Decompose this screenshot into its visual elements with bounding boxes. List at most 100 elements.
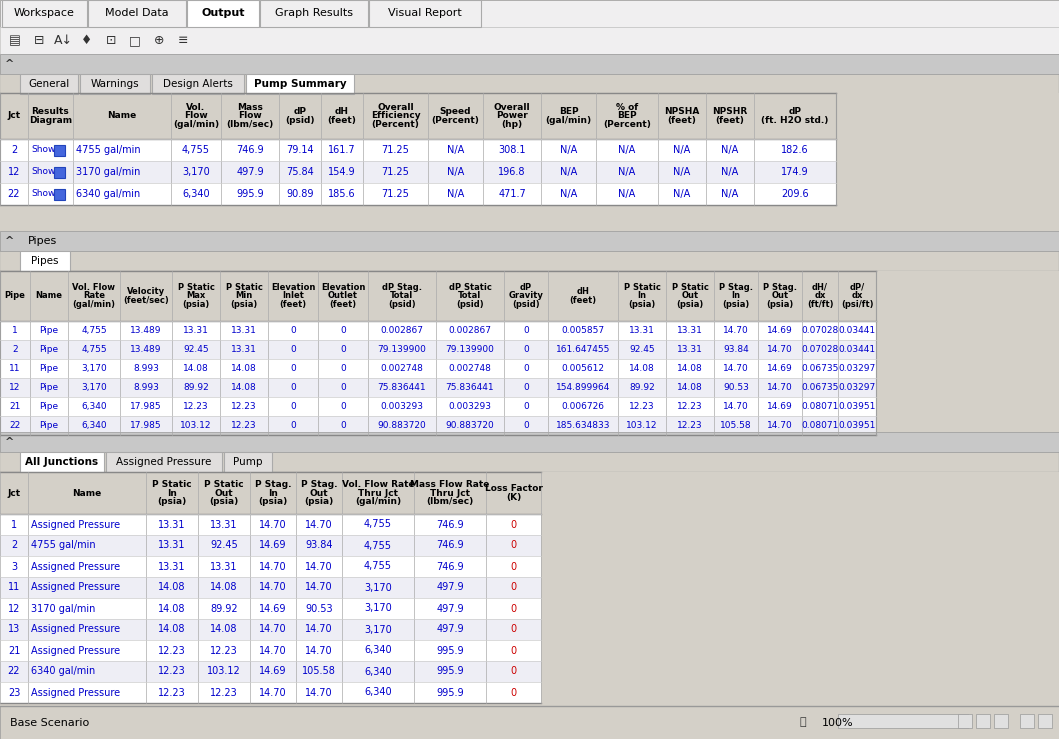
Text: Show: Show — [31, 146, 55, 154]
Bar — [876, 271, 1059, 435]
Text: 3170 gal/min: 3170 gal/min — [31, 604, 95, 613]
Text: 14.70: 14.70 — [767, 421, 793, 430]
Text: 13.31: 13.31 — [677, 326, 703, 335]
Text: Speed: Speed — [439, 107, 471, 116]
Text: Name: Name — [72, 488, 102, 497]
Text: N/A: N/A — [560, 189, 577, 199]
Text: Graph Results: Graph Results — [275, 9, 353, 18]
Text: 0: 0 — [523, 402, 528, 411]
Text: (psid): (psid) — [456, 300, 484, 309]
Text: 0: 0 — [510, 645, 517, 655]
Bar — [54, 188, 65, 200]
Text: 14.08: 14.08 — [158, 582, 185, 593]
Text: 14.70: 14.70 — [259, 582, 287, 593]
Text: 2: 2 — [11, 540, 17, 551]
Text: 2: 2 — [11, 145, 17, 155]
Text: 90.89: 90.89 — [286, 189, 313, 199]
Text: 0.005857: 0.005857 — [561, 326, 605, 335]
Text: 6,340: 6,340 — [82, 402, 107, 411]
Text: In: In — [268, 488, 277, 497]
Text: (psia): (psia) — [767, 300, 793, 309]
Bar — [261, 0, 367, 27]
Text: (psia): (psia) — [210, 497, 238, 506]
Text: 0: 0 — [510, 604, 517, 613]
Text: 12.23: 12.23 — [158, 645, 186, 655]
Text: (psia): (psia) — [158, 497, 186, 506]
Bar — [994, 714, 1008, 728]
Text: 0: 0 — [290, 383, 295, 392]
Bar — [0, 514, 541, 535]
Text: 14.70: 14.70 — [259, 562, 287, 571]
Text: 14.70: 14.70 — [305, 645, 333, 655]
Text: 0: 0 — [510, 667, 517, 676]
Text: (Percent): (Percent) — [372, 120, 419, 129]
Bar — [20, 452, 104, 472]
Text: 209.6: 209.6 — [782, 189, 809, 199]
Text: 14.08: 14.08 — [211, 624, 238, 635]
Text: 0.002748: 0.002748 — [380, 364, 424, 373]
Text: Mass Flow Rate: Mass Flow Rate — [410, 480, 489, 489]
Text: 13.31: 13.31 — [231, 326, 257, 335]
Bar — [2, 0, 87, 27]
Text: 0.07028: 0.07028 — [802, 326, 839, 335]
Text: 21: 21 — [10, 402, 21, 411]
Text: (psia): (psia) — [628, 300, 656, 309]
Text: P Static: P Static — [624, 283, 661, 292]
Text: Pipe: Pipe — [39, 326, 58, 335]
Text: N/A: N/A — [674, 145, 690, 155]
Text: 4,755: 4,755 — [364, 562, 392, 571]
Text: (psia): (psia) — [182, 300, 210, 309]
Bar — [0, 397, 876, 416]
Bar — [0, 251, 1059, 271]
Text: 6,340: 6,340 — [364, 645, 392, 655]
Text: 6,340: 6,340 — [82, 421, 107, 430]
Text: P Stag.: P Stag. — [719, 283, 753, 292]
Text: 13.31: 13.31 — [677, 345, 703, 354]
Text: 3: 3 — [11, 562, 17, 571]
Text: Pump Summary: Pump Summary — [254, 79, 346, 89]
Text: 0: 0 — [340, 383, 346, 392]
Text: 75.84: 75.84 — [286, 167, 313, 177]
Text: 71.25: 71.25 — [381, 189, 410, 199]
Bar — [20, 74, 78, 94]
Text: 89.92: 89.92 — [183, 383, 209, 392]
Text: Assigned Pressure: Assigned Pressure — [31, 520, 120, 530]
Text: 13.31: 13.31 — [211, 562, 238, 571]
Text: Pipe: Pipe — [39, 383, 58, 392]
Text: 0: 0 — [340, 421, 346, 430]
Text: N/A: N/A — [618, 167, 635, 177]
Text: dP: dP — [293, 107, 306, 116]
Text: Gravity: Gravity — [508, 291, 543, 301]
Text: 0: 0 — [290, 364, 295, 373]
Text: 0: 0 — [510, 540, 517, 551]
Text: 746.9: 746.9 — [436, 562, 464, 571]
Text: 4755 gal/min: 4755 gal/min — [31, 540, 95, 551]
Text: 93.84: 93.84 — [305, 540, 333, 551]
Text: N/A: N/A — [721, 189, 738, 199]
Text: dP/: dP/ — [849, 283, 864, 292]
Text: Overall: Overall — [493, 103, 531, 112]
Text: 6340 gal/min: 6340 gal/min — [76, 189, 140, 199]
Text: P Static: P Static — [226, 283, 263, 292]
Text: 22: 22 — [10, 421, 20, 430]
Text: N/A: N/A — [618, 189, 635, 199]
Text: 0: 0 — [510, 582, 517, 593]
Text: 12.23: 12.23 — [231, 421, 257, 430]
Text: Vol.: Vol. — [186, 103, 205, 112]
Text: 0.06735: 0.06735 — [802, 364, 839, 373]
Text: ^: ^ — [5, 59, 15, 69]
Text: 3,170: 3,170 — [364, 604, 392, 613]
Text: Flow: Flow — [184, 112, 208, 120]
Text: Mass: Mass — [237, 103, 263, 112]
Text: Total: Total — [391, 291, 414, 301]
Text: 14.70: 14.70 — [259, 624, 287, 635]
Text: 3,170: 3,170 — [82, 383, 107, 392]
Text: 13.489: 13.489 — [130, 345, 162, 354]
Text: Model Data: Model Data — [105, 9, 168, 18]
Text: N/A: N/A — [674, 189, 690, 199]
Text: 14.69: 14.69 — [767, 364, 793, 373]
Text: (ft/ft): (ft/ft) — [807, 300, 833, 309]
Text: P Static: P Static — [671, 283, 708, 292]
Text: 3170 gal/min: 3170 gal/min — [76, 167, 141, 177]
Text: 0: 0 — [510, 520, 517, 530]
